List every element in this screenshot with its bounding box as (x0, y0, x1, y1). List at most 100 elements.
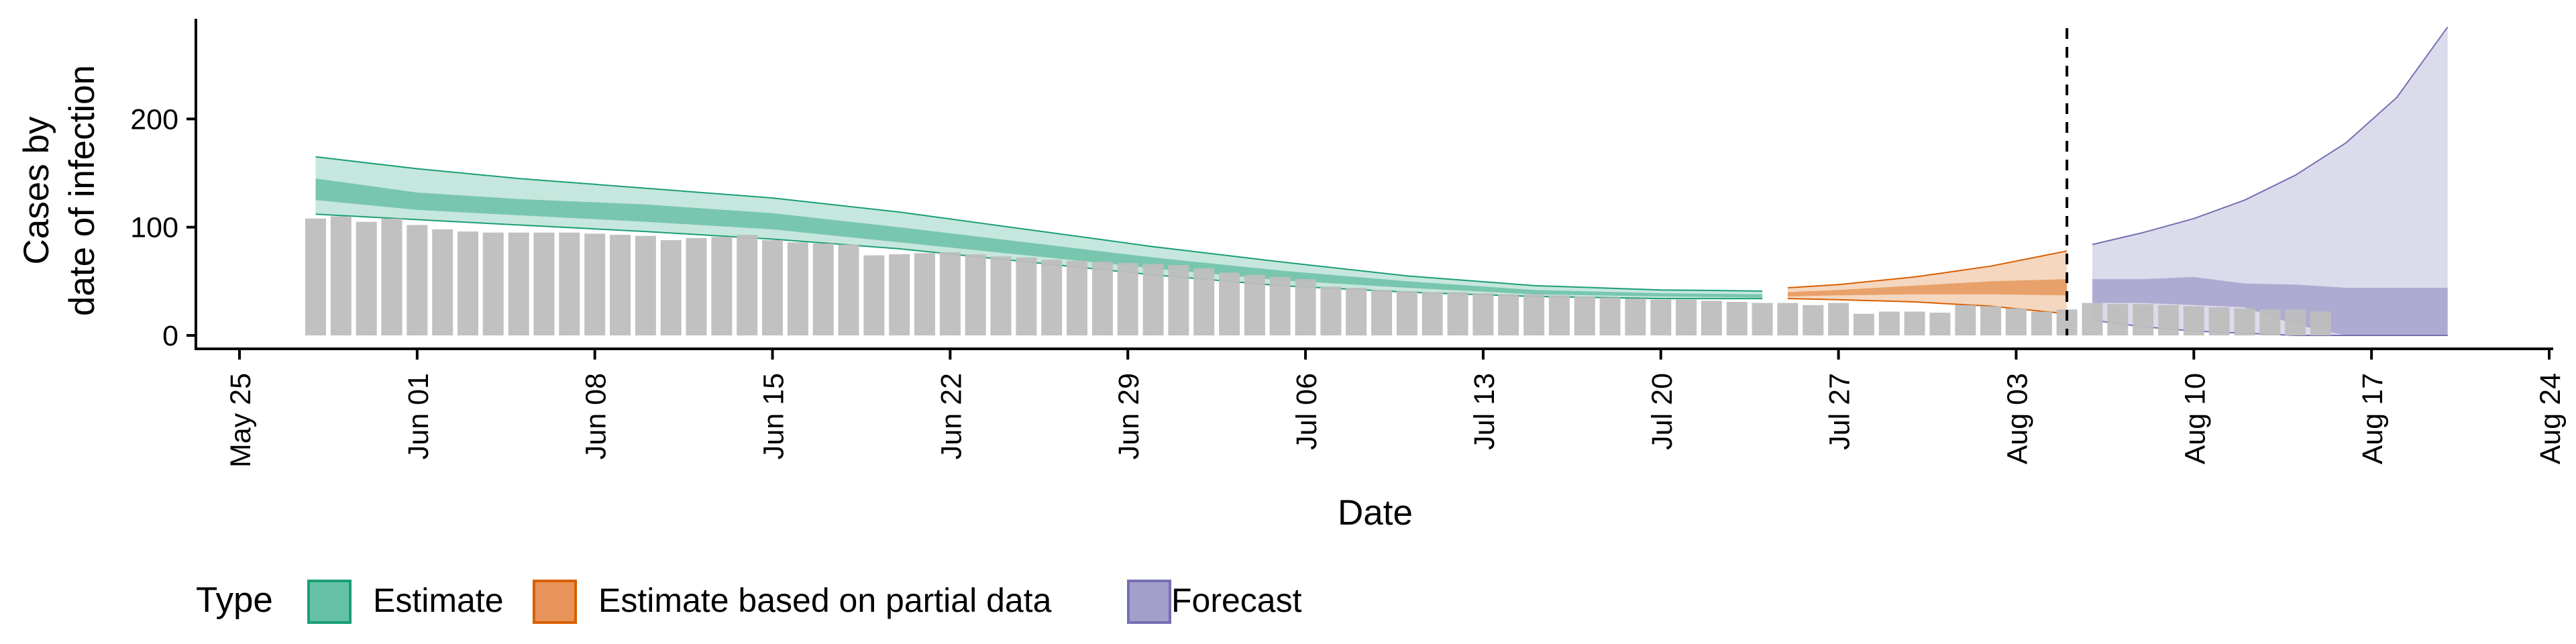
case-bar (1041, 260, 1063, 335)
legend-swatch-forecast (1127, 580, 1171, 624)
case-bar (1828, 303, 1849, 335)
case-bar (863, 255, 885, 335)
case-bar (2133, 304, 2154, 335)
case-bar (508, 232, 529, 335)
case-bar (939, 252, 961, 335)
y-tick-label: 100 (130, 212, 178, 244)
case-bar (1421, 292, 1443, 335)
case-bar (2082, 303, 2103, 335)
case-bar (305, 218, 326, 335)
case-bar (914, 253, 935, 335)
case-bar (559, 232, 580, 335)
case-bar (686, 237, 707, 335)
x-tick-label: Aug 03 (2002, 373, 2034, 464)
case-bar (458, 231, 478, 335)
case-bar (635, 235, 656, 335)
case-bar (1803, 305, 1824, 335)
x-tick-label: Jun 08 (580, 373, 612, 460)
case-bar (1117, 262, 1138, 335)
x-tick-label: Jun 15 (758, 373, 790, 460)
case-bar (1396, 290, 1417, 335)
case-bar (1777, 303, 1799, 335)
case-bar (787, 242, 808, 335)
x-tick-label: Jul 13 (1468, 373, 1501, 450)
legend-label-partial: Estimate based on partial data (598, 582, 1052, 619)
case-bar (2005, 308, 2027, 335)
forecast-outer-band (2092, 27, 2448, 335)
y-ticks: 0 100 200 (130, 103, 196, 352)
case-bar (1244, 274, 1265, 335)
case-bar (812, 243, 834, 335)
x-tick-label: Jun 29 (1113, 373, 1145, 460)
case-bar (1650, 299, 1672, 335)
estimate-based-on-partial-data-outer-band (1787, 251, 2068, 314)
case-bar (1193, 268, 1215, 335)
y-tick-label: 0 (162, 320, 178, 352)
legend-label-estimate: Estimate (373, 582, 504, 619)
estimate-inner-band (315, 178, 1763, 298)
case-bar (990, 256, 1012, 335)
case-bar (610, 235, 631, 335)
case-bar (1523, 294, 1545, 335)
case-bar (1904, 311, 1925, 335)
axes (195, 19, 2553, 350)
case-bar (889, 254, 910, 335)
case-bar (838, 244, 859, 335)
case-bar (1625, 299, 1646, 335)
case-bar (1219, 272, 1240, 335)
x-tick-label: Aug 17 (2357, 373, 2389, 464)
y-tick-label: 200 (130, 103, 178, 136)
case-bar (965, 254, 986, 335)
case-bar (1878, 311, 1900, 335)
case-bar (1676, 299, 1697, 335)
legend-title: Type (196, 580, 273, 620)
case-bar (1447, 292, 1468, 335)
case-bar (1599, 297, 1621, 335)
observed-cases-bars (305, 216, 2331, 335)
case-bar (356, 221, 377, 335)
x-tick-label: Aug 24 (2534, 373, 2567, 464)
case-bar (1574, 296, 1595, 335)
forecast-upper-edge (2092, 26, 2449, 246)
legend: Type Estimate Estimate based on partial … (196, 580, 1302, 624)
case-bar (660, 240, 682, 335)
case-bar (1091, 262, 1113, 335)
y-axis-title-line-1: Cases by (17, 116, 56, 264)
case-bar (1168, 265, 1189, 335)
case-bar (1853, 313, 1874, 335)
case-bar (2234, 308, 2255, 335)
case-bar (1752, 303, 1773, 335)
case-bar (2208, 307, 2230, 335)
case-bar (711, 237, 733, 335)
case-bar (2107, 304, 2129, 335)
estimate-based-on-partial-data-inner-band (1787, 279, 2068, 297)
case-bar (1016, 257, 1037, 335)
case-bar (1295, 279, 1316, 335)
x-tick-label: Jul 27 (1824, 373, 1856, 450)
legend-swatch-estimate (307, 580, 352, 624)
x-tick-label: Aug 10 (2179, 373, 2211, 464)
case-bar (432, 229, 453, 335)
case-bar (1955, 305, 1976, 335)
case-bar (1929, 313, 1951, 335)
case-bar (1142, 264, 1164, 335)
case-bar (1726, 302, 1748, 335)
case-bar (407, 225, 428, 335)
case-bar (584, 233, 606, 335)
case-bar (1320, 286, 1342, 335)
x-tick-label: Jul 06 (1291, 373, 1323, 450)
case-bar (2259, 309, 2281, 335)
case-bar (2310, 311, 2331, 335)
x-tick-label: Jun 22 (935, 373, 967, 460)
case-bar (1067, 260, 1087, 335)
x-tick-label: May 25 (225, 373, 257, 468)
case-bar (1269, 276, 1291, 335)
case-bar (1346, 288, 1367, 335)
case-bar (1548, 295, 1570, 335)
x-tick-label: Jun 01 (402, 373, 435, 460)
estimate-based-on-partial-data-upper-edge (1787, 250, 2068, 288)
case-bar (1980, 306, 2002, 335)
case-bar (330, 216, 352, 335)
case-bar (2031, 311, 2052, 335)
uncertainty-bands (315, 26, 2449, 336)
